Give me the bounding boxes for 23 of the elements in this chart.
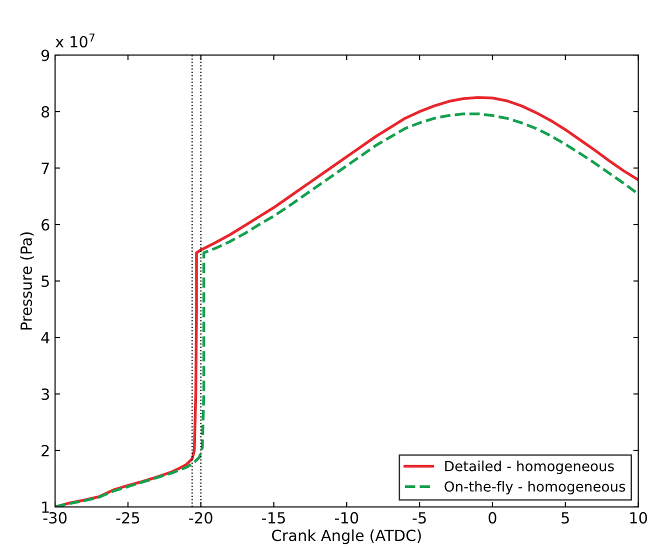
x-tick-label: 5 xyxy=(562,512,569,524)
x-tick-label: -5 xyxy=(412,512,426,524)
y-tick-label: 5 xyxy=(42,276,49,288)
x-tick-label: -25 xyxy=(116,512,140,524)
y-tick-label: 1 xyxy=(42,502,49,513)
x-tick-label: -30 xyxy=(43,512,67,524)
y-tick-label: 2 xyxy=(42,444,49,456)
x-tick-label: -15 xyxy=(262,512,285,524)
x-tick-label: -10 xyxy=(334,512,358,524)
x-tick-label: 10 xyxy=(630,512,647,524)
y-tick-label: 6 xyxy=(42,219,50,231)
text: x 10$^{7}$ xyxy=(56,34,94,48)
x-tick-label: -20 xyxy=(189,512,212,524)
y-tick-label: 4 xyxy=(41,332,50,344)
legend-label: Detailed - homogeneous xyxy=(445,460,614,474)
x-tick-label: 0 xyxy=(488,512,496,524)
y-tick-label: 3 xyxy=(42,388,49,400)
y-tick-label: 8 xyxy=(42,106,50,118)
x-axis-title: Crank Angle (ATDC) xyxy=(272,529,421,544)
y-axis-title: Pressure (Pa) xyxy=(20,232,34,330)
y-tick-label: 7 xyxy=(42,162,49,174)
legend-label: On-the-fly - homogeneous xyxy=(444,480,626,494)
y-tick-label: 9 xyxy=(41,50,50,62)
